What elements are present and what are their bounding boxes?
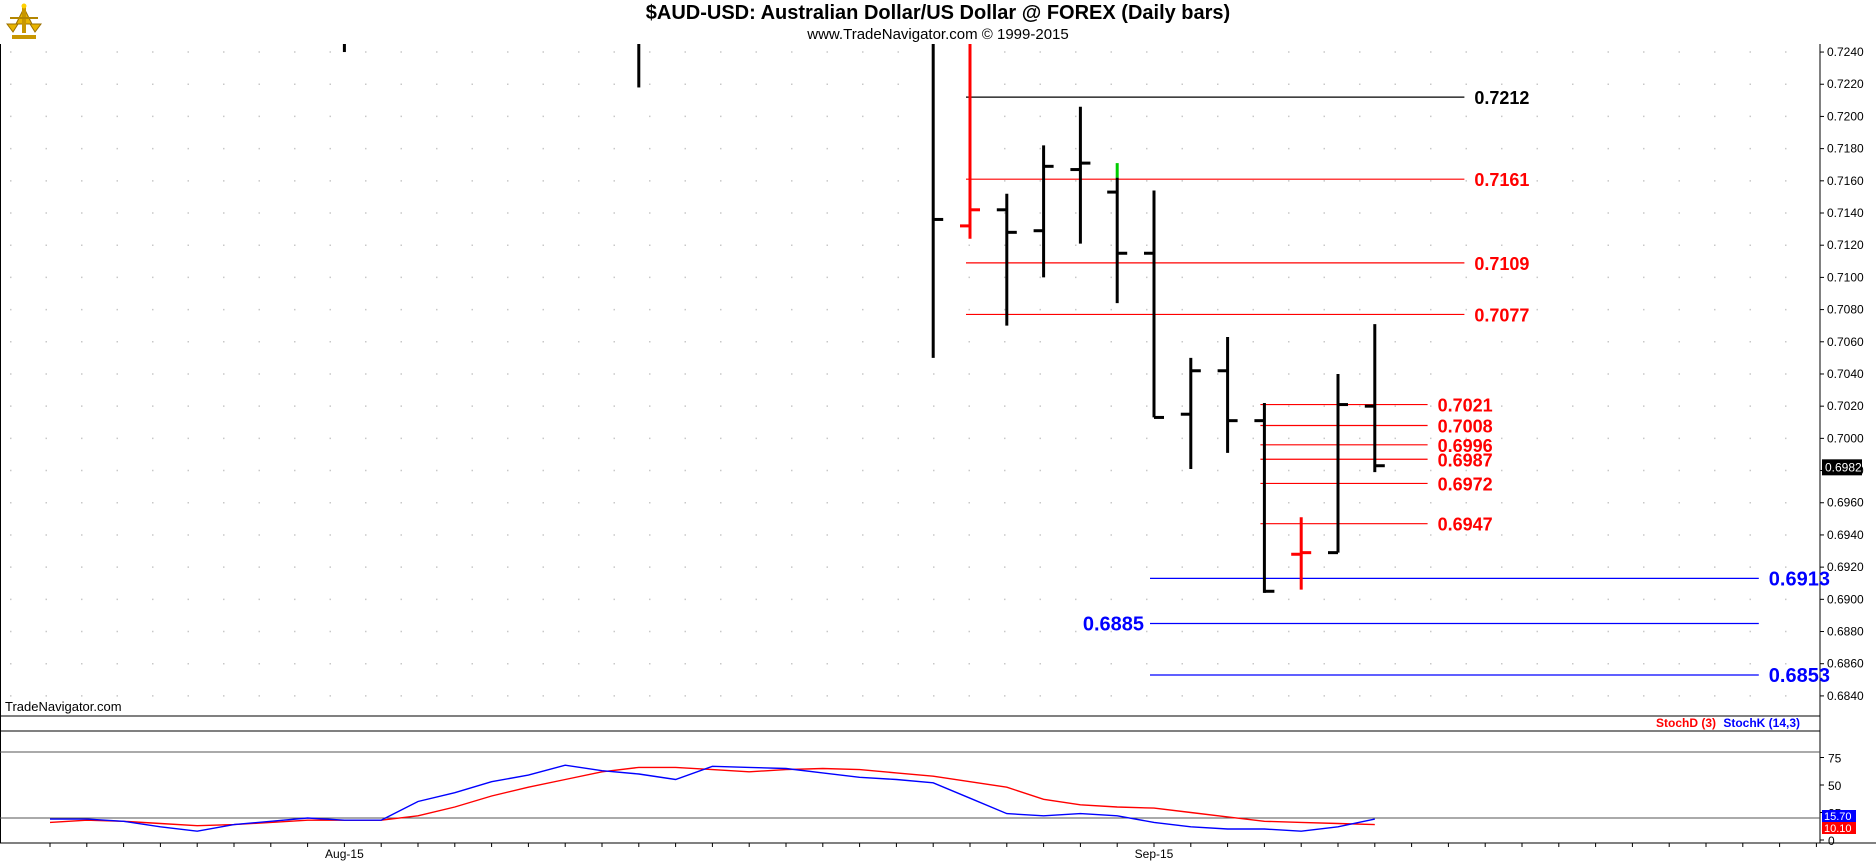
price-level-label: 0.6972 xyxy=(1438,474,1493,494)
price-level-label: 0.7021 xyxy=(1438,396,1493,416)
ohlc-bar xyxy=(996,193,1017,326)
price-levels: 0.72120.71610.71090.70770.70210.70080.69… xyxy=(966,88,1830,687)
price-tick-label: 0.7180 xyxy=(1827,142,1864,156)
price-grid xyxy=(10,51,1815,697)
ohlc-bar xyxy=(960,44,980,239)
stoch-tick-label: 50 xyxy=(1828,779,1842,793)
price-tick-label: 0.7040 xyxy=(1827,367,1864,381)
price-tick-label: 0.6860 xyxy=(1827,657,1864,671)
chart-header: $AUD-USD: Australian Dollar/US Dollar @ … xyxy=(0,0,1876,44)
price-level-label: 0.7212 xyxy=(1474,88,1529,108)
price-tick-label: 0.7060 xyxy=(1827,335,1864,349)
ohlc-bar xyxy=(1033,145,1054,278)
price-tick-label: 0.7220 xyxy=(1827,77,1864,91)
price-bars xyxy=(342,44,1385,593)
stoch-tick-label: 75 xyxy=(1828,752,1842,766)
stochd-value-badge xyxy=(1822,822,1856,834)
chart-subtitle: www.TradeNavigator.com © 1999-2015 xyxy=(807,26,1069,43)
trade-navigator-logo-icon xyxy=(6,3,42,39)
ohlc-bar xyxy=(1328,373,1348,555)
price-level-label: 0.7109 xyxy=(1474,254,1529,274)
price-tick-label: 0.6920 xyxy=(1827,560,1864,574)
price-level-label: 0.7008 xyxy=(1438,416,1493,436)
price-level-label: 0.6885 xyxy=(1083,613,1144,635)
price-level-label: 0.6853 xyxy=(1769,665,1830,687)
stoch-legend-item: StochD (3) xyxy=(1656,716,1716,730)
price-tick-label: 0.7000 xyxy=(1827,431,1864,445)
ohlc-bar xyxy=(1107,163,1128,304)
price-level-label: 0.6947 xyxy=(1438,515,1493,535)
price-tick-label: 0.7140 xyxy=(1827,206,1864,220)
price-tick-label: 0.6940 xyxy=(1827,528,1864,542)
price-tick-label: 0.6840 xyxy=(1827,689,1864,703)
ohlc-bar xyxy=(1364,324,1385,473)
price-tick-label: 0.6880 xyxy=(1827,625,1864,639)
price-level-label: 0.7077 xyxy=(1474,305,1529,325)
price-tick-label: 0.6900 xyxy=(1827,592,1864,606)
stochd-value-label: 10.10 xyxy=(1824,823,1852,835)
price-level-label: 0.6996 xyxy=(1438,436,1493,456)
ohlc-bar xyxy=(1217,336,1238,453)
ohlc-bar xyxy=(1254,402,1275,593)
price-tick-label: 0.7200 xyxy=(1827,109,1864,123)
price-tick-label: 0.7020 xyxy=(1827,399,1864,413)
date-tick-label: Sep-15 xyxy=(1135,847,1174,861)
watermark-label: TradeNavigator.com xyxy=(5,699,122,714)
stoch-legend-item: StochK (14,3) xyxy=(1723,716,1800,730)
price-tick-label: 0.7120 xyxy=(1827,238,1864,252)
price-tick-label: 0.7160 xyxy=(1827,174,1864,188)
last-price-badge xyxy=(1822,459,1862,476)
chart-title: $AUD-USD: Australian Dollar/US Dollar @ … xyxy=(645,2,1231,24)
stoch-tick-label: 0 xyxy=(1828,834,1835,848)
price-tick-label: 0.6960 xyxy=(1827,496,1864,510)
date-axis: Aug-15 Sep-15 xyxy=(49,843,1817,861)
price-tick-label: 0.7080 xyxy=(1827,303,1864,317)
price-level-label: 0.7161 xyxy=(1474,170,1529,190)
stochk-value-badge xyxy=(1822,810,1856,822)
ohlc-bar xyxy=(1070,106,1091,244)
price-axis: 0.7240 0.7220 0.7200 0.7180 0.7160 0.7140 0.71… xyxy=(1820,45,1864,703)
ohlc-bar xyxy=(931,44,944,358)
price-level-label: 0.6913 xyxy=(1769,568,1830,590)
price-level-label: 0.6987 xyxy=(1438,450,1493,470)
last-price-label: 0.6982 xyxy=(1825,460,1862,474)
price-tick-label: 0.7100 xyxy=(1827,270,1864,284)
ohlc-bar xyxy=(1291,517,1312,590)
stochd-line xyxy=(49,766,1375,827)
stochk-line xyxy=(50,764,1375,832)
chart-frame xyxy=(0,44,1876,844)
date-tick-label: Aug-15 xyxy=(325,847,364,861)
ohlc-bar xyxy=(1180,357,1201,469)
stochk-value-label: 15.70 xyxy=(1824,811,1852,823)
price-tick-label: 0.7240 xyxy=(1827,45,1864,59)
ohlc-bar xyxy=(1144,190,1164,419)
